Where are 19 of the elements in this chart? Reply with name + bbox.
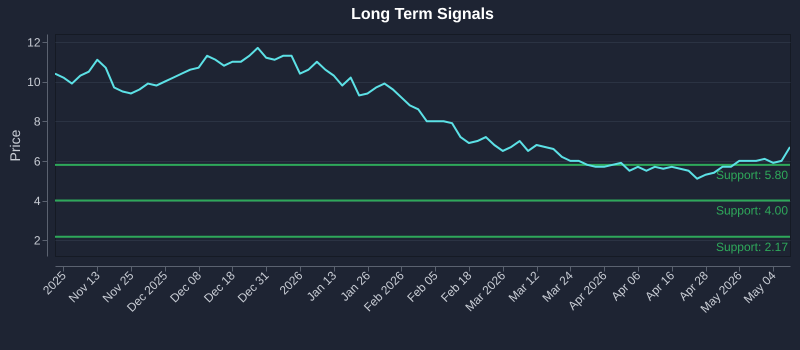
- x-tick-label: Apr 06: [608, 268, 644, 304]
- line-series: [55, 46, 790, 180]
- chart-title: Long Term Signals: [351, 6, 494, 23]
- y-tick-label: 2: [34, 234, 41, 248]
- x-tick-label: May 04: [740, 268, 779, 306]
- ref-line-label: Support: 5.80: [716, 168, 788, 182]
- x-tick-label: Feb 05: [404, 268, 441, 305]
- x-tick-label: Jan 13: [304, 268, 340, 304]
- y-tick-label: 4: [34, 194, 41, 208]
- y-axis-title: Price: [7, 129, 24, 162]
- ref-line-label: Support: 2.17: [716, 240, 788, 254]
- ref-line-label: Support: 4.00: [716, 204, 788, 218]
- y-tick-label: 6: [34, 154, 41, 168]
- y-tick-label: 10: [27, 75, 41, 90]
- x-tick-label: Mar 12: [506, 268, 542, 305]
- y-tick-label: 12: [27, 35, 41, 50]
- x-tick-label: Nov 13: [66, 268, 103, 306]
- y-tick-label: 8: [34, 114, 41, 129]
- x-tick-label: Apr 16: [642, 268, 678, 304]
